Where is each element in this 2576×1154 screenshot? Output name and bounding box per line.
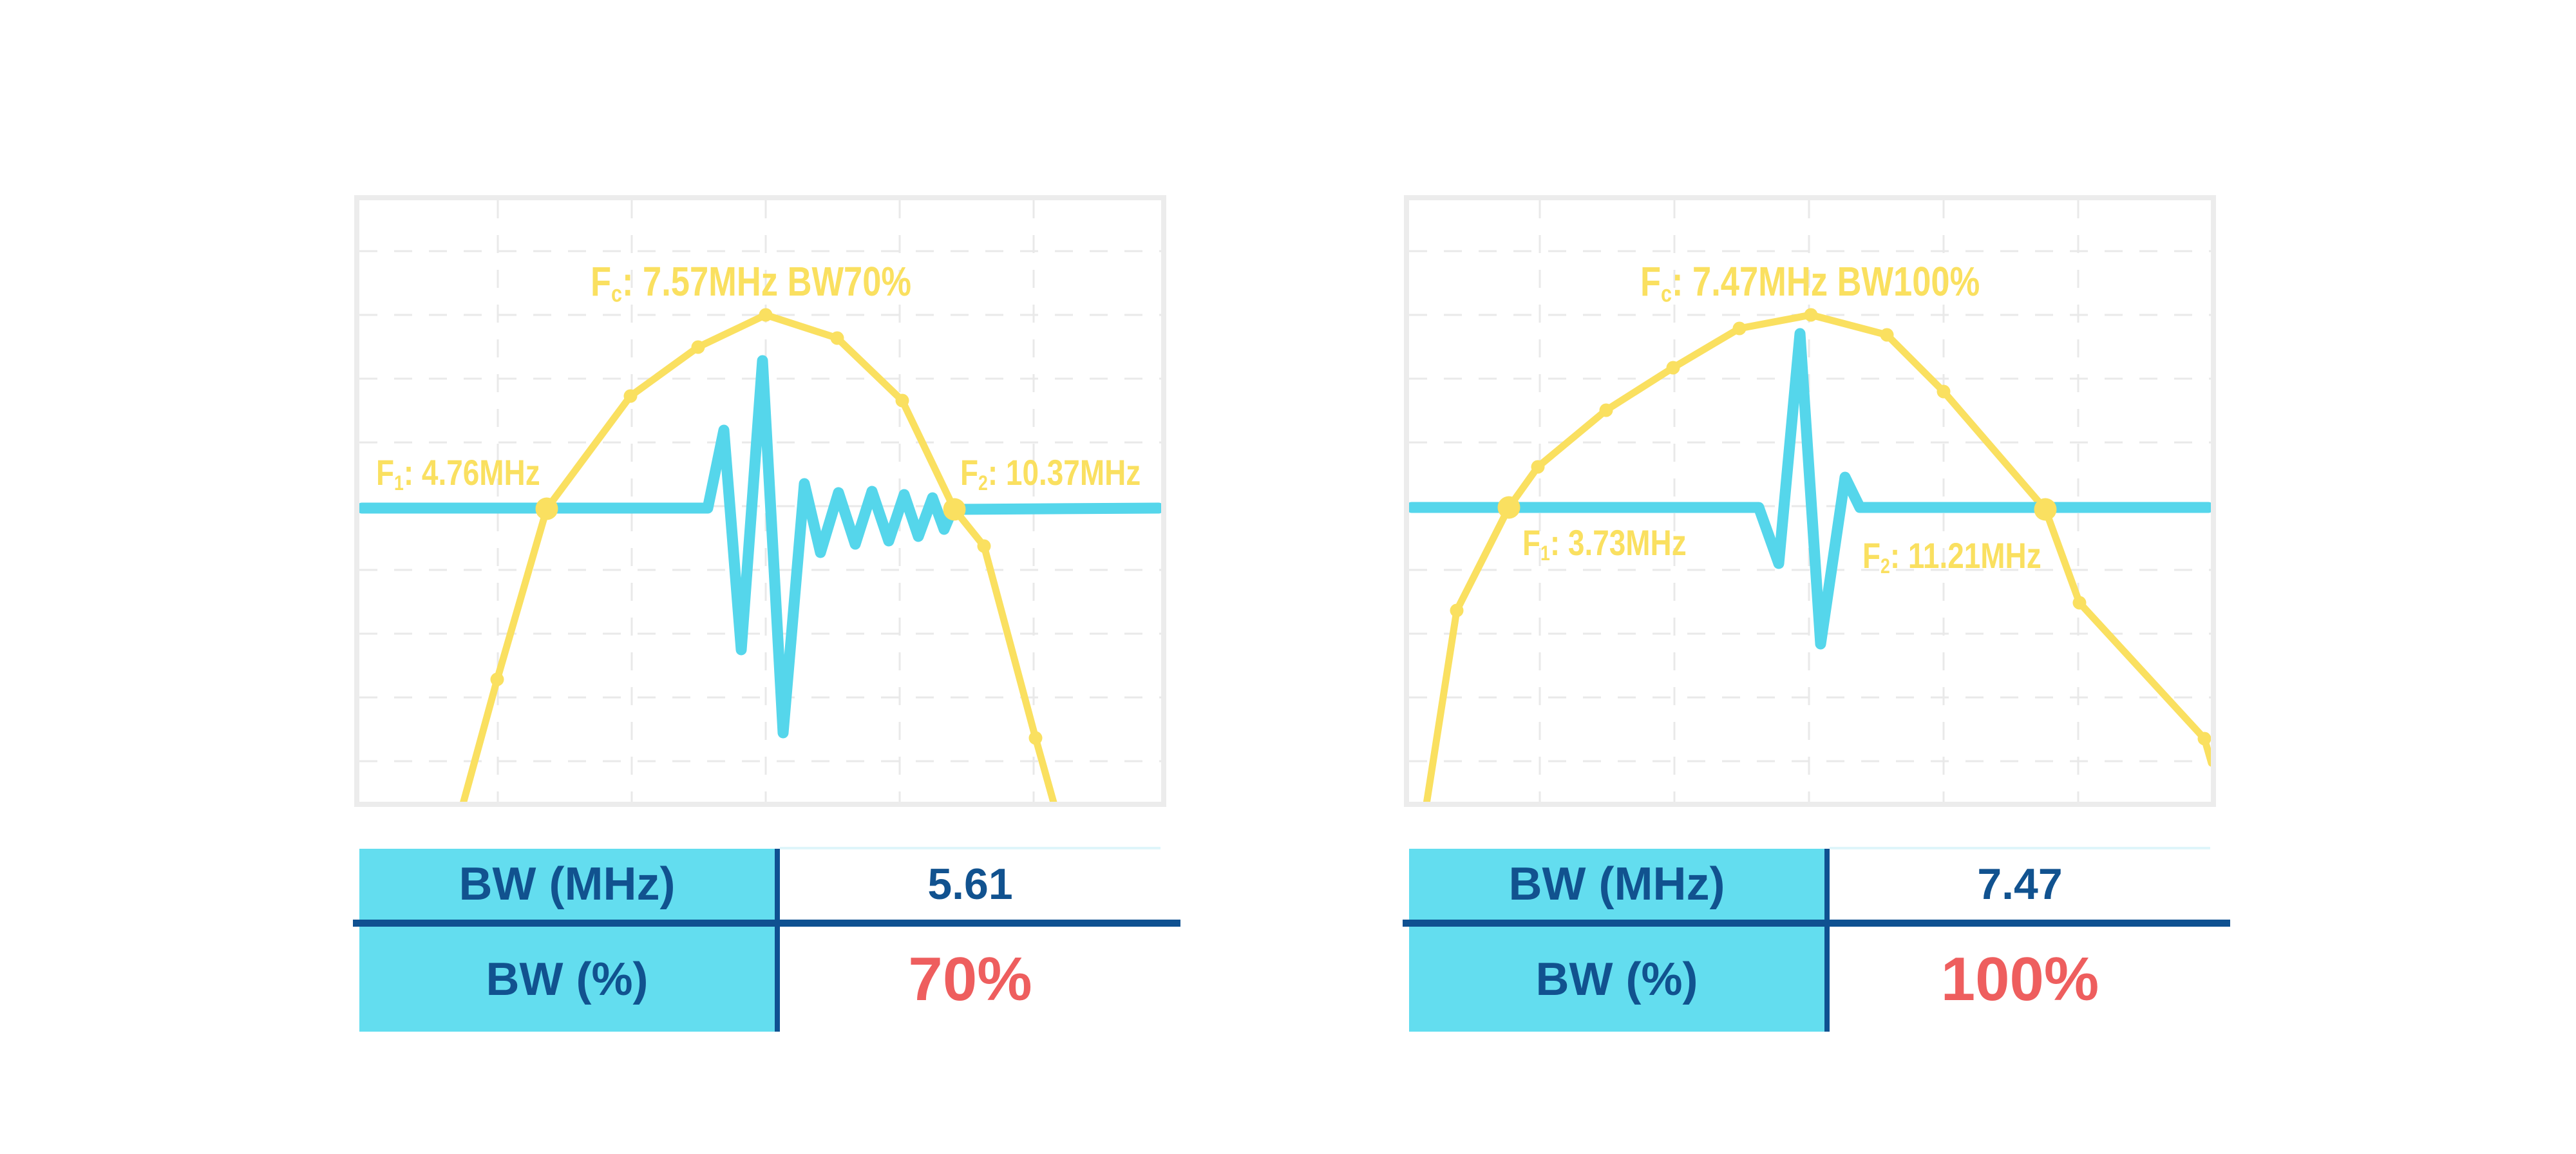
f2-subscript: 2 (1880, 554, 1890, 578)
f1-symbol: F (1522, 522, 1541, 563)
f2-symbol: F (1862, 535, 1881, 576)
spectrum-chart-frame: Fc: 7.47MHz BW100% F1: 3.73MHz F2: 11.21… (1404, 195, 2216, 807)
spectrum-pulse-chart (1409, 200, 2211, 802)
fc-value-text: : 7.57MHz BW70% (621, 258, 912, 305)
table-row: BW (MHz) (1409, 849, 1824, 920)
fc-value-text: : 7.47MHz BW100% (1671, 258, 1980, 305)
f2-value-text: : 10.37MHz (987, 452, 1141, 493)
fc-symbol: F (1640, 258, 1662, 305)
f1-subscript: 1 (394, 471, 404, 495)
table-row: BW (%) (1409, 927, 1824, 1032)
center-frequency-label: Fc: 7.47MHz BW100% (1640, 261, 1980, 305)
fc-symbol: F (591, 258, 612, 305)
fc-subscript: c (611, 279, 622, 307)
bandwidth-table-header-column (359, 849, 775, 1032)
table-top-divider (1830, 847, 2210, 849)
table-row-divider (353, 920, 1180, 927)
f1-frequency-label: F1: 4.76MHz (376, 455, 540, 494)
panel-bw100: Fc: 7.47MHz BW100% F1: 3.73MHz F2: 11.21… (1403, 195, 2241, 1044)
f1-symbol: F (376, 452, 395, 493)
f2-frequency-label: F2: 11.21MHz (1862, 538, 2041, 577)
table-row: 70% (780, 927, 1160, 1032)
table-column-divider (1824, 849, 1830, 1032)
table-column-divider (775, 849, 780, 1032)
f2-subscript: 2 (978, 471, 988, 495)
f2-frequency-label: F2: 10.37MHz (960, 455, 1141, 494)
bandwidth-table-header-column (1409, 849, 1824, 1032)
f1-subscript: 1 (1540, 542, 1550, 565)
table-top-divider (780, 847, 1160, 849)
panel-bw70: Fc: 7.57MHz BW70% F1: 4.76MHz F2: 10.37M… (353, 195, 1191, 1044)
table-row: 5.61 (780, 849, 1160, 920)
f2-symbol: F (960, 452, 979, 493)
bw-pct-value: 100% (1940, 944, 2099, 1014)
bw-pct-row-label: BW (%) (1535, 953, 1698, 1005)
bw-pct-row-label: BW (%) (486, 953, 649, 1005)
table-row: BW (MHz) (359, 849, 775, 920)
bw-mhz-row-label: BW (MHz) (459, 858, 676, 910)
bw-mhz-value: 7.47 (1977, 860, 2063, 909)
spectrum-pulse-chart (359, 200, 1161, 802)
table-row-divider (1403, 920, 2230, 927)
f1-value-text: : 4.76MHz (403, 452, 540, 493)
center-frequency-label: Fc: 7.57MHz BW70% (591, 261, 911, 305)
spectrum-chart-frame: Fc: 7.57MHz BW70% F1: 4.76MHz F2: 10.37M… (354, 195, 1166, 807)
bw-pct-value: 70% (908, 944, 1032, 1014)
table-row: 7.47 (1830, 849, 2210, 920)
bw-mhz-row-label: BW (MHz) (1508, 858, 1725, 910)
f2-value-text: : 11.21MHz (1889, 535, 2041, 576)
f1-frequency-label: F1: 3.73MHz (1522, 525, 1687, 564)
f1-value-text: : 3.73MHz (1549, 522, 1687, 563)
table-row: BW (%) (359, 927, 775, 1032)
table-row: 100% (1830, 927, 2210, 1032)
fc-subscript: c (1661, 279, 1672, 307)
bw-mhz-value: 5.61 (927, 860, 1013, 909)
